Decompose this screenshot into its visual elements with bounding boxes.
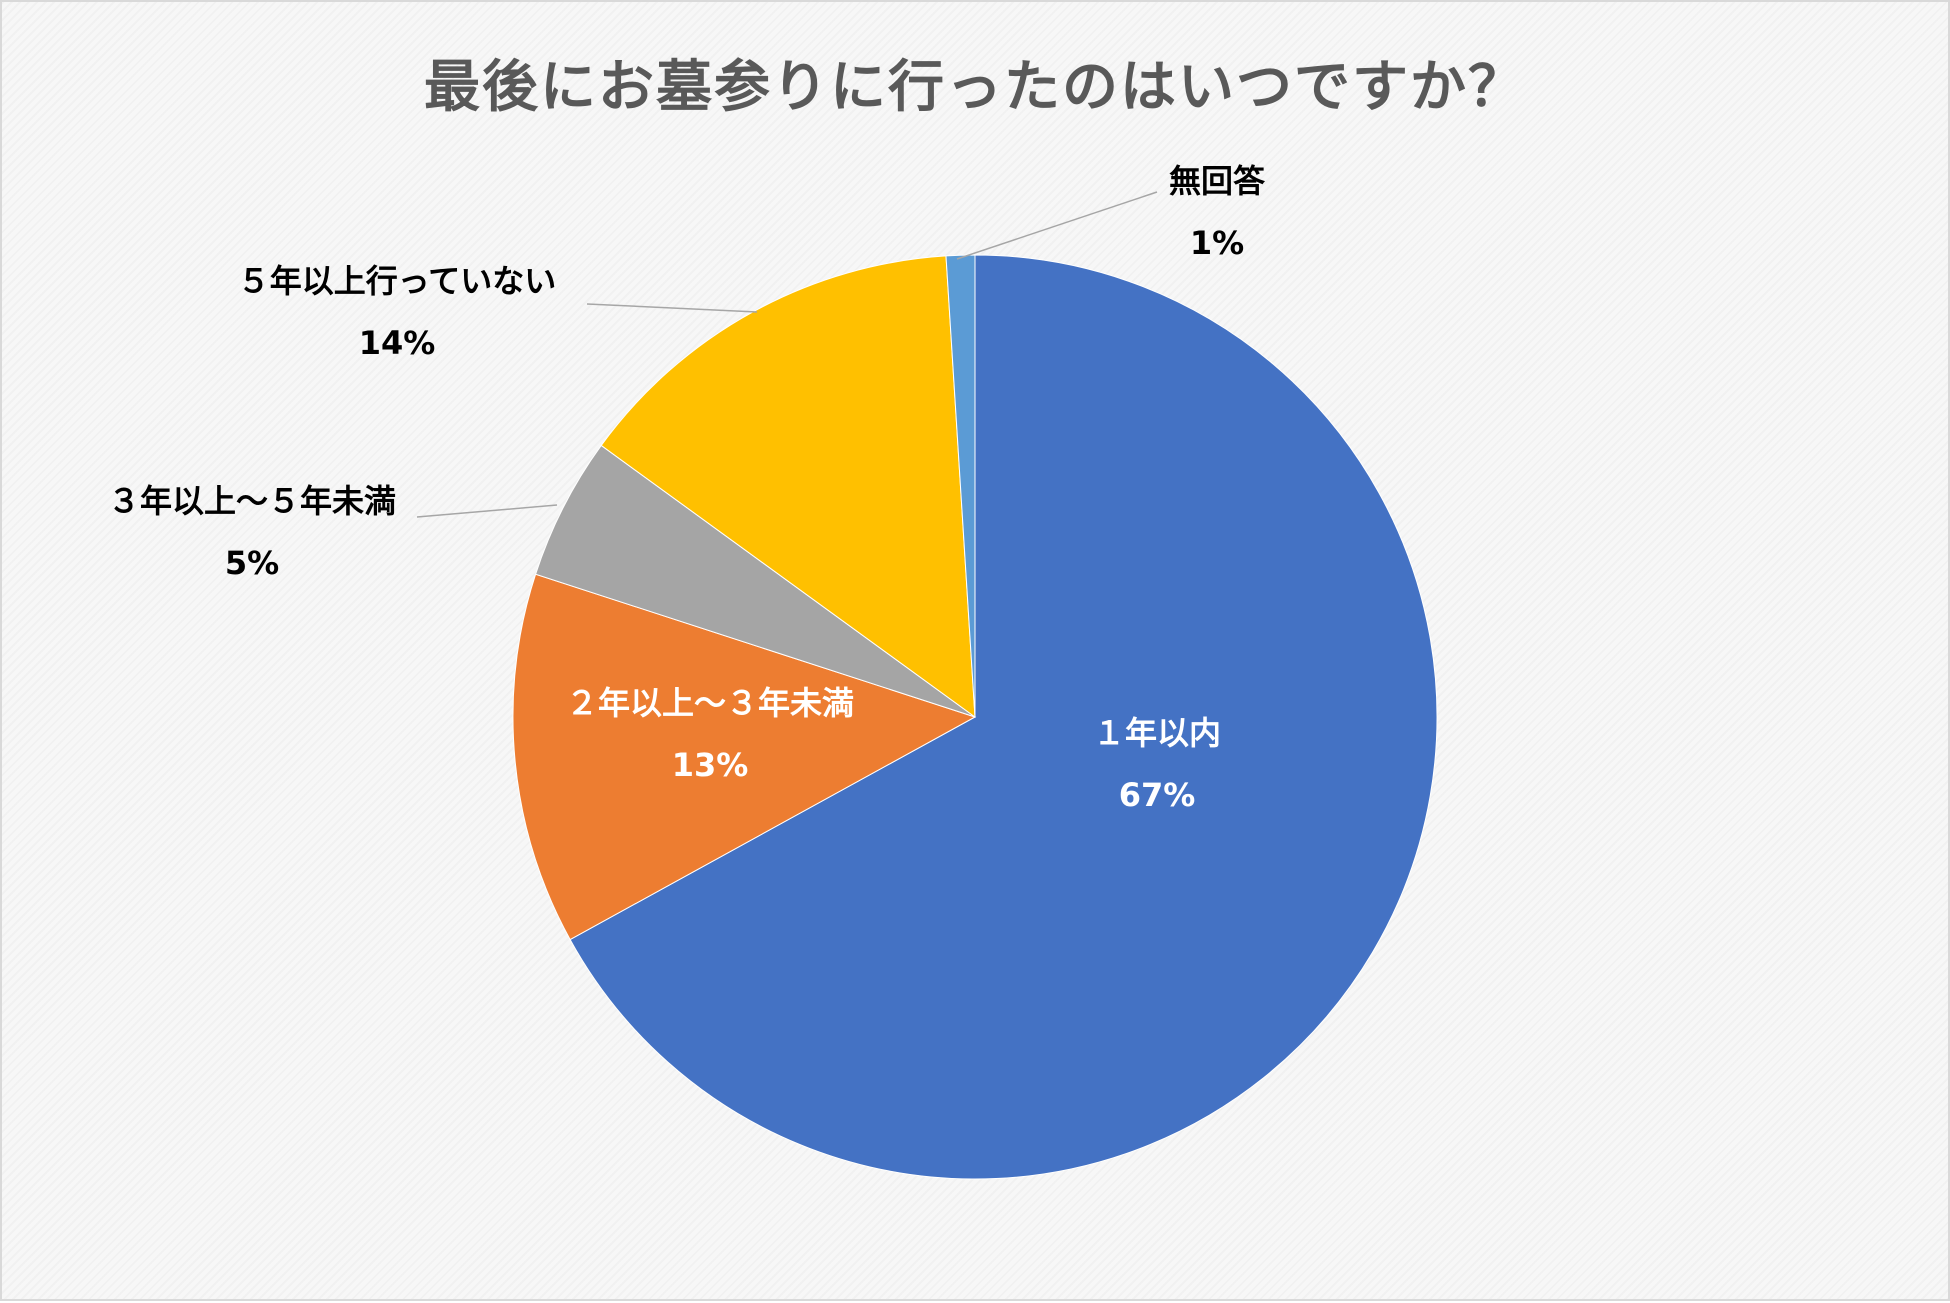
pie-slice — [534, 444, 976, 718]
slice-value-label: 14% — [359, 324, 436, 362]
leader-line — [586, 303, 758, 313]
leader-line — [416, 504, 558, 518]
slice-category-label: ２年以上～３年未満 — [566, 684, 854, 722]
slice-category-label: 無回答 — [1169, 162, 1266, 200]
chart-title: 最後にお墓参りに行ったのはいつですか？ — [424, 55, 1526, 120]
slice-category-label: １年以内 — [1093, 714, 1221, 752]
slice-value-label: 1% — [1190, 224, 1244, 262]
pie-slice — [569, 254, 1438, 1180]
slice-value-label: 67% — [1119, 776, 1196, 814]
slice-value-label: 13% — [672, 746, 749, 784]
slice-category-label: ５年以上行っていない — [238, 262, 556, 300]
pie-slice — [945, 254, 976, 718]
slice-category-label: ３年以上～５年未満 — [108, 482, 396, 520]
leader-line — [956, 191, 1158, 260]
slice-value-label: 5% — [225, 544, 279, 582]
pie-slice — [512, 573, 977, 941]
